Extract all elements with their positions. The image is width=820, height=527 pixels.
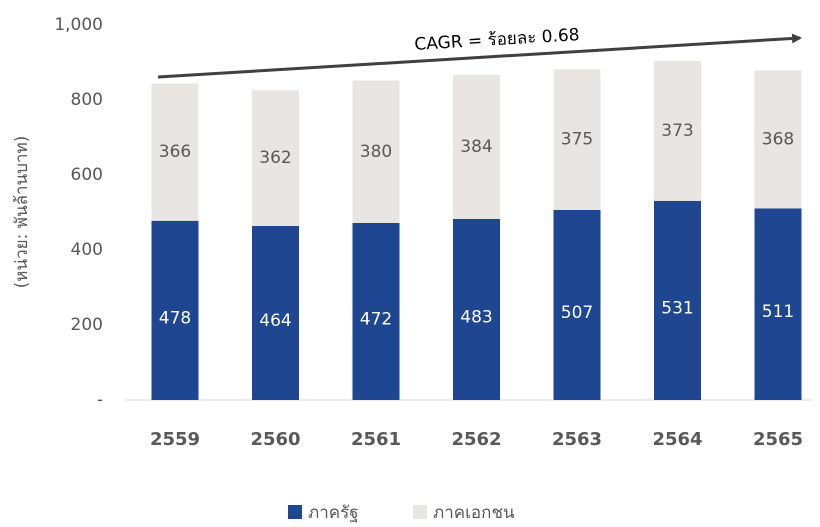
- bar-segment: [754, 70, 802, 209]
- x-tick-label: 2564: [652, 429, 702, 450]
- data-label: 375: [561, 130, 593, 150]
- data-label: 507: [561, 303, 593, 323]
- legend-label: ภาครัฐ: [308, 503, 359, 523]
- x-tick-label: 2560: [250, 429, 300, 450]
- legend-swatch: [288, 505, 302, 519]
- data-label: 483: [460, 307, 492, 327]
- y-tick-label: 1,000: [54, 15, 103, 35]
- x-tick-label: 2559: [150, 429, 200, 450]
- y-tick-label: 400: [71, 240, 103, 260]
- bar-segment: [654, 200, 701, 400]
- data-label: 366: [159, 142, 191, 162]
- bar-segment: [252, 226, 299, 400]
- y-tick-label: 200: [71, 315, 103, 335]
- bar-segment: [352, 223, 400, 400]
- bar-segment: [553, 69, 601, 210]
- data-label: 511: [762, 302, 794, 322]
- bar-segment: [654, 61, 701, 201]
- y-tick-label: 800: [71, 90, 103, 110]
- bar-segment: [252, 90, 299, 226]
- bar-segment: [553, 209, 601, 400]
- data-label: 368: [762, 129, 794, 149]
- data-label: 478: [159, 308, 191, 328]
- data-label: 384: [460, 137, 492, 157]
- bar-segment: [151, 220, 199, 400]
- data-label: 373: [661, 121, 693, 141]
- bar-segment: [453, 218, 500, 400]
- x-tick-label: 2565: [753, 429, 803, 450]
- y-tick-label: 600: [71, 165, 103, 185]
- bar-segment: [453, 74, 500, 219]
- legend-label: ภาคเอกชน: [433, 503, 515, 523]
- data-label: 472: [360, 310, 392, 330]
- x-tick-label: 2562: [451, 429, 501, 450]
- legend-swatch: [413, 505, 427, 519]
- data-label: 464: [259, 311, 291, 331]
- y-tick-label: -: [97, 390, 103, 410]
- annotation: CAGR = ร้อยละ 0.68: [414, 25, 580, 55]
- x-tick-label: 2563: [552, 429, 602, 450]
- data-label: 380: [360, 142, 392, 162]
- x-tick-label: 2561: [351, 429, 401, 450]
- data-label: 362: [259, 148, 291, 168]
- bar-segment: [754, 208, 802, 400]
- y-axis-label: (หน่วย: พันล้านบาท): [12, 136, 32, 289]
- bar-segment: [151, 83, 199, 221]
- trend-arrow: [157, 33, 802, 79]
- bar-segment: [352, 80, 400, 223]
- data-label: 531: [661, 298, 693, 318]
